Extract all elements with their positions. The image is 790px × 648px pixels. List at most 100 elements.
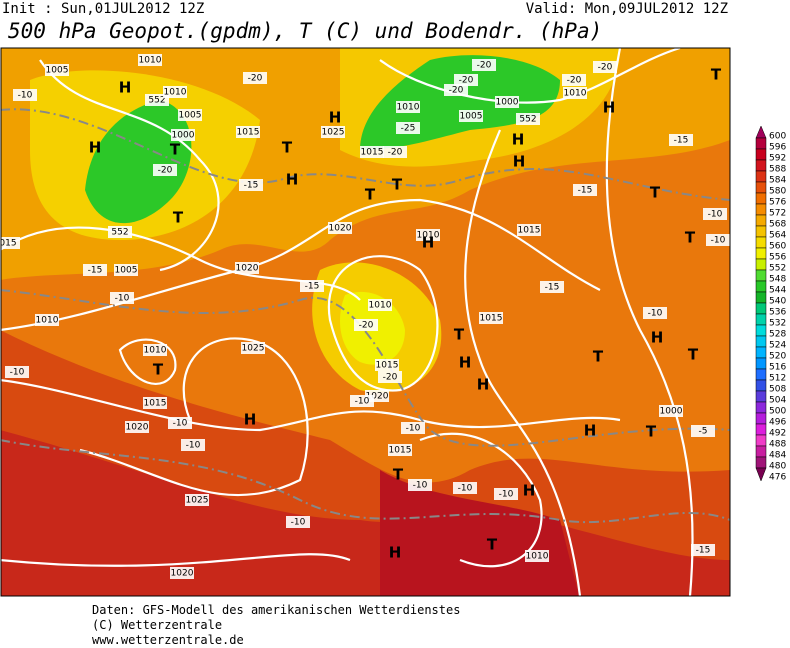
label-box: [181, 439, 205, 451]
label-box: [108, 226, 132, 238]
isoline-label: 1000: [172, 131, 195, 141]
low-marker: T: [170, 141, 181, 159]
colorbar-label: 548: [769, 275, 786, 285]
label-box: [236, 126, 260, 138]
label-box: [593, 61, 617, 73]
low-marker: T: [646, 423, 657, 441]
colorbar-box: [755, 313, 767, 326]
colorbar-box: [755, 412, 767, 425]
label-box: [669, 134, 693, 146]
label-box: [35, 314, 59, 326]
label-box: [83, 264, 107, 276]
colorbar-label: 508: [769, 385, 786, 395]
colorbar-label: 556: [769, 253, 786, 263]
low-marker: T: [173, 209, 184, 227]
label-box: [300, 280, 324, 292]
high-marker: H: [89, 139, 102, 157]
label-box: [472, 59, 496, 71]
colorbar-box: [755, 214, 767, 227]
label-box: [114, 264, 138, 276]
isoline-label: -10: [458, 484, 473, 494]
high-marker: H: [512, 131, 525, 149]
isoline-label: -10: [18, 91, 33, 101]
colorbar-label: 584: [769, 176, 786, 186]
colorbar-label: 572: [769, 209, 786, 219]
isoline-label: -10: [499, 490, 514, 500]
high-marker: H: [329, 109, 342, 127]
colorbar-box: [755, 423, 767, 436]
colorbar-box: [755, 247, 767, 260]
isoline-label: -10: [711, 236, 726, 246]
isoline-label: -10: [10, 368, 25, 378]
isoline-label: -25: [401, 124, 416, 134]
isoline-label: 1010: [417, 231, 440, 241]
label-box: [562, 74, 586, 86]
isoline-label: 1025: [186, 496, 209, 506]
label-box: [1, 237, 20, 249]
label-box: [517, 224, 541, 236]
valid-time: Valid: Mon,09JUL2012 12Z: [526, 1, 728, 17]
colorbar-label: 524: [769, 341, 786, 351]
colorbar-box: [755, 170, 767, 183]
label-box: [401, 422, 425, 434]
map-frame: [0, 47, 731, 597]
colorbar-label: 552: [769, 264, 786, 274]
colorbar-label: 536: [769, 308, 786, 318]
low-marker: T: [153, 361, 164, 379]
colorbar-label: 520: [769, 352, 786, 362]
colorbar-label: 588: [769, 165, 786, 175]
colorbar-box: [755, 346, 767, 359]
low-marker: T: [454, 326, 465, 344]
isoline-label: 1010: [164, 88, 187, 98]
label-box: [171, 129, 195, 141]
footer-line: www.wetterzentrale.de: [92, 633, 244, 647]
colorbar-label: 516: [769, 363, 786, 373]
colorbar-box: [755, 401, 767, 414]
isoline-label: 552: [148, 96, 165, 106]
isoline-label: 1005: [460, 112, 483, 122]
colorbar: 6005965925885845805765725685645605565525…: [755, 125, 786, 483]
isoline-label: -20: [477, 61, 492, 71]
label-box: [494, 488, 518, 500]
colorbar-box: [755, 302, 767, 315]
isoline-label: -10: [355, 397, 370, 407]
label-box: [235, 262, 259, 274]
colorbar-box: [755, 390, 767, 403]
isoline-label: -15: [696, 546, 711, 556]
low-marker: T: [393, 466, 404, 484]
colorbar-label: 476: [769, 473, 786, 483]
isoline-label: -10: [406, 424, 421, 434]
high-marker: H: [119, 79, 132, 97]
isoline-label: 1020: [329, 224, 352, 234]
colorbar-label: 500: [769, 407, 786, 417]
label-box: [13, 89, 37, 101]
low-marker: T: [282, 139, 293, 157]
isoline-label: -10: [186, 441, 201, 451]
isoline-label: -15: [305, 282, 320, 292]
footer-line: Daten: GFS-Modell des amerikanischen Wet…: [92, 603, 460, 617]
label-box: [396, 101, 420, 113]
isoline-label: -20: [567, 76, 582, 86]
label-box: [479, 312, 503, 324]
isoline-label: -20: [248, 74, 263, 84]
isoline-label: 1015: [389, 446, 412, 456]
isoline-label: 015: [0, 239, 17, 249]
isoline-label: 1000: [660, 407, 683, 417]
colorbar-label: 540: [769, 297, 786, 307]
colorbar-box: [755, 434, 767, 447]
label-box: [178, 109, 202, 121]
high-marker: H: [389, 544, 402, 562]
colorbar-label: 480: [769, 462, 786, 472]
high-marker: H: [286, 171, 299, 189]
label-box: [350, 395, 374, 407]
colorbar-box: [755, 192, 767, 205]
high-marker: H: [603, 99, 616, 117]
isoline-label: -5: [699, 427, 708, 437]
label-box: [163, 86, 187, 98]
high-marker: H: [459, 354, 472, 372]
high-marker: H: [651, 329, 664, 347]
label-box: [360, 146, 384, 158]
colorbar-label: 496: [769, 418, 786, 428]
